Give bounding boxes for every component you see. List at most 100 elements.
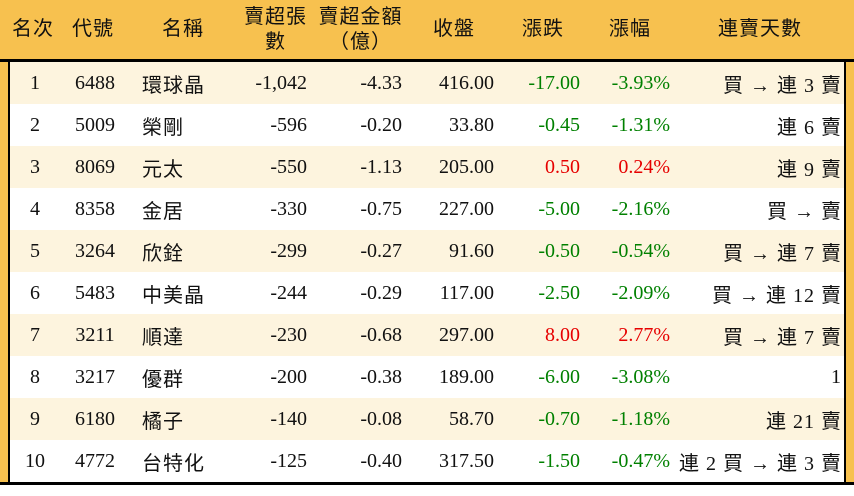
cell-name: 元太 [142, 158, 184, 181]
cell-streak: 買 → 連 12 賣 [712, 284, 842, 307]
cell-change-pct: -1.31% [611, 113, 670, 136]
cell-name: 榮剛 [142, 116, 184, 139]
cell-code: 3211 [75, 323, 115, 346]
column-header-change-pct: 漲幅 [609, 18, 651, 40]
cell-rank: 7 [30, 323, 40, 346]
cell-close: 58.70 [449, 407, 494, 430]
cell-sell-volume: -244 [270, 281, 307, 304]
table-row: 2 5009 榮剛 -596 -0.20 33.80 -0.45 -1.31% … [10, 104, 844, 146]
cell-code: 5009 [75, 113, 115, 136]
cell-sell-amount: -0.29 [360, 281, 402, 304]
cell-code: 6488 [75, 71, 115, 94]
cell-code: 3217 [75, 365, 115, 388]
cell-name: 優群 [142, 368, 184, 391]
table-row: 9 6180 橘子 -140 -0.08 58.70 -0.70 -1.18% … [10, 398, 844, 440]
cell-change: -1.50 [538, 449, 580, 472]
cell-change-pct: -3.93% [611, 71, 670, 94]
column-header-sell-amount: 賣超金額 （億） [318, 5, 403, 53]
cell-sell-amount: -0.40 [360, 449, 402, 472]
cell-sell-volume: -299 [270, 239, 307, 262]
cell-close: 91.60 [449, 239, 494, 262]
column-header-streak: 連賣天數 [718, 18, 802, 40]
cell-rank: 4 [30, 197, 40, 220]
cell-change: -6.00 [538, 365, 580, 388]
table-row: 8 3217 優群 -200 -0.38 189.00 -6.00 -3.08%… [10, 356, 844, 398]
cell-change-pct: 2.77% [618, 323, 670, 346]
column-header-change: 漲跌 [522, 18, 564, 40]
cell-streak: 買 → 連 7 賣 [723, 242, 842, 265]
cell-code: 5483 [75, 281, 115, 304]
cell-code: 6180 [75, 407, 115, 430]
table-row: 7 3211 順達 -230 -0.68 297.00 8.00 2.77% 買… [10, 314, 844, 356]
table-row: 6 5483 中美晶 -244 -0.29 117.00 -2.50 -2.09… [10, 272, 844, 314]
cell-streak: 連 21 賣 [766, 410, 842, 433]
cell-sell-volume: -140 [270, 407, 307, 430]
stock-sell-ranking-table: 名次 代號 名稱 賣超張數 賣超金額 （億） 收盤 漲跌 漲幅 連賣天數 1 6… [0, 0, 854, 485]
cell-change-pct: -3.08% [611, 365, 670, 388]
cell-sell-amount: -1.13 [360, 155, 402, 178]
cell-name: 環球晶 [142, 74, 205, 97]
cell-streak: 1 [831, 365, 842, 388]
table-row: 1 6488 環球晶 -1,042 -4.33 416.00 -17.00 -3… [10, 62, 844, 104]
cell-streak: 買 → 賣 [767, 200, 842, 223]
cell-sell-amount: -0.08 [360, 407, 402, 430]
column-header-name: 名稱 [162, 18, 204, 40]
cell-rank: 5 [30, 239, 40, 262]
cell-change-pct: -1.18% [611, 407, 670, 430]
cell-change-pct: -0.47% [611, 449, 670, 472]
cell-change-pct: -0.54% [611, 239, 670, 262]
cell-sell-amount: -0.20 [360, 113, 402, 136]
table-row: 10 4772 台特化 -125 -0.40 317.50 -1.50 -0.4… [10, 440, 844, 482]
table-row: 5 3264 欣銓 -299 -0.27 91.60 -0.50 -0.54% … [10, 230, 844, 272]
cell-change: -0.45 [538, 113, 580, 136]
cell-rank: 10 [25, 449, 45, 472]
cell-change-pct: 0.24% [618, 155, 670, 178]
cell-change-pct: -2.09% [611, 281, 670, 304]
cell-change: 8.00 [545, 323, 580, 346]
cell-sell-amount: -0.68 [360, 323, 402, 346]
cell-rank: 1 [30, 71, 40, 94]
table-row: 4 8358 金居 -330 -0.75 227.00 -5.00 -2.16%… [10, 188, 844, 230]
column-header-code: 代號 [72, 18, 114, 40]
cell-sell-volume: -200 [270, 365, 307, 388]
cell-name: 順達 [142, 326, 184, 349]
cell-sell-volume: -596 [270, 113, 307, 136]
column-header-sell-volume: 賣超張數 [244, 5, 307, 53]
cell-change: 0.50 [545, 155, 580, 178]
cell-close: 416.00 [439, 71, 494, 94]
cell-change: -0.70 [538, 407, 580, 430]
cell-change: -2.50 [538, 281, 580, 304]
cell-close: 227.00 [439, 197, 494, 220]
cell-streak: 連 2 買 → 連 3 賣 [679, 452, 842, 475]
cell-name: 橘子 [142, 410, 184, 433]
cell-close: 189.00 [439, 365, 494, 388]
cell-change-pct: -2.16% [611, 197, 670, 220]
table-row: 3 8069 元太 -550 -1.13 205.00 0.50 0.24% 連… [10, 146, 844, 188]
cell-rank: 2 [30, 113, 40, 136]
cell-close: 117.00 [439, 281, 494, 304]
cell-rank: 6 [30, 281, 40, 304]
cell-close: 297.00 [439, 323, 494, 346]
table-body: 1 6488 環球晶 -1,042 -4.33 416.00 -17.00 -3… [8, 62, 846, 482]
cell-close: 317.50 [439, 449, 494, 472]
cell-name: 中美晶 [142, 284, 205, 307]
cell-streak: 連 6 賣 [777, 116, 842, 139]
cell-code: 4772 [75, 449, 115, 472]
cell-sell-volume: -330 [270, 197, 307, 220]
cell-streak: 買 → 連 7 賣 [723, 326, 842, 349]
cell-name: 金居 [142, 200, 184, 223]
cell-name: 欣銓 [142, 242, 184, 265]
cell-sell-amount: -0.27 [360, 239, 402, 262]
cell-sell-amount: -0.38 [360, 365, 402, 388]
cell-sell-volume: -230 [270, 323, 307, 346]
table-header-row: 名次 代號 名稱 賣超張數 賣超金額 （億） 收盤 漲跌 漲幅 連賣天數 [0, 0, 854, 62]
cell-change: -17.00 [528, 71, 580, 94]
cell-close: 33.80 [449, 113, 494, 136]
column-header-rank: 名次 [12, 18, 54, 40]
cell-change: -0.50 [538, 239, 580, 262]
cell-change: -5.00 [538, 197, 580, 220]
cell-close: 205.00 [439, 155, 494, 178]
cell-rank: 8 [30, 365, 40, 388]
cell-name: 台特化 [142, 452, 205, 475]
cell-sell-amount: -0.75 [360, 197, 402, 220]
